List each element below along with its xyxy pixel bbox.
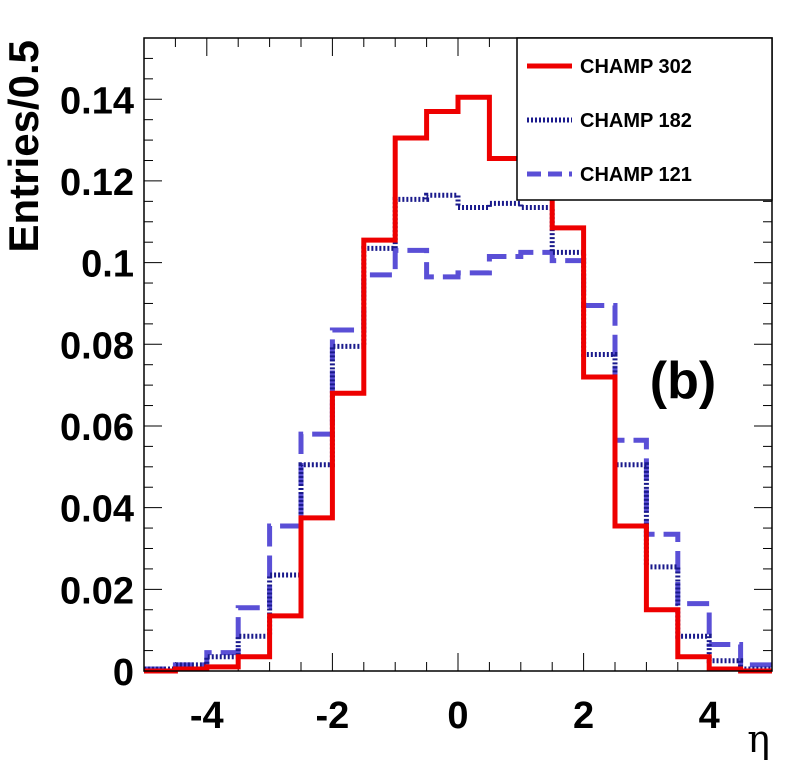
x-tick-label: 4 <box>699 695 720 737</box>
series-champ-121 <box>144 247 772 672</box>
y-tick-label: 0.12 <box>60 162 134 204</box>
plot-frame <box>143 37 773 672</box>
legend-label-champ-182: CHAMP 182 <box>580 110 692 132</box>
series-group <box>144 94 772 674</box>
x-tick-label: 0 <box>447 695 468 737</box>
x-axis-title: η <box>747 717 770 761</box>
y-tick-label: 0.08 <box>60 325 134 367</box>
x-tick-label: 2 <box>573 695 594 737</box>
panel-annotation: (b) <box>650 352 716 410</box>
legend: CHAMP 302 CHAMP 182 CHAMP 121 <box>516 37 773 201</box>
x-tick-label: -2 <box>316 695 350 737</box>
tick-labels: -4 -2 0 2 4 0 0.02 0.04 0.06 0.08 0.1 0.12 0.14 <box>60 80 720 737</box>
y-axis-title: Entries/0.5 <box>0 40 47 252</box>
legend-label-champ-302: CHAMP 302 <box>580 56 692 78</box>
series-champ-182 <box>144 192 772 672</box>
y-tick-label: 0.1 <box>81 244 134 286</box>
x-tick-label: -4 <box>190 695 224 737</box>
y-tick-label: 0.06 <box>60 407 134 449</box>
y-tick-label: 0.02 <box>60 570 134 612</box>
y-tick-label: 0 <box>113 652 134 694</box>
y-tick-label: 0.14 <box>60 80 134 122</box>
legend-label-champ-121: CHAMP 121 <box>580 164 692 186</box>
series-champ-302 <box>144 94 772 674</box>
y-tick-label: 0.04 <box>60 489 134 531</box>
